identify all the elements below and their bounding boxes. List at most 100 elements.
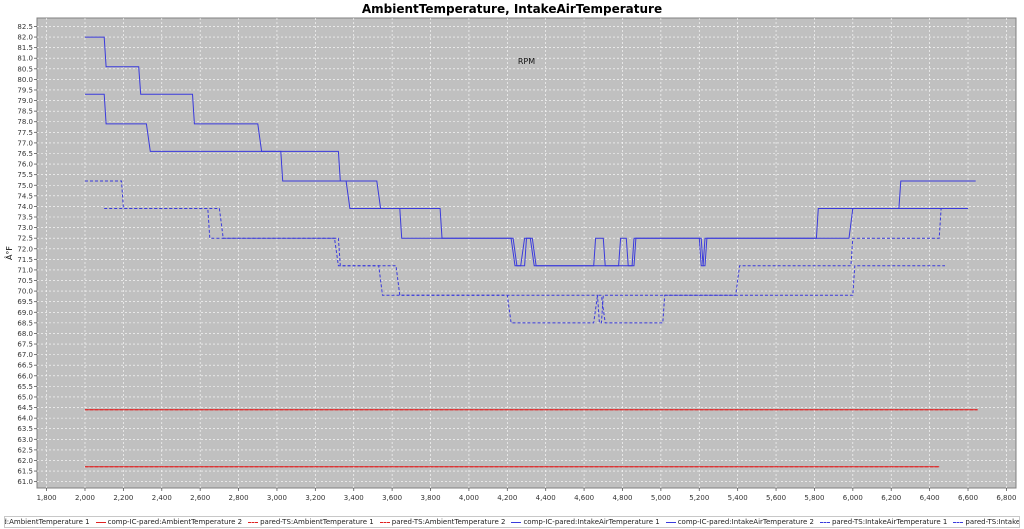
- y-tick-label: 72.5: [17, 235, 33, 243]
- legend-item: pared-TS:IntakeAirTemperature 2: [953, 518, 1019, 526]
- x-tick-label: 4,600: [574, 494, 594, 502]
- y-tick-label: 71.5: [17, 256, 33, 264]
- legend-swatch: [953, 521, 964, 523]
- legend-item: comp-IC-pared:IntakeAirTemperature 2: [665, 518, 814, 526]
- legend-label: pared-TS:AmbientTemperature 2: [391, 518, 506, 526]
- x-tick-label: 3,800: [420, 494, 440, 502]
- x-tick-label: 4,800: [612, 494, 632, 502]
- chart: 61.0 61.5 62.0 62.5 63.0 63.5 64.0 64.5 65.0 65.5…: [3, 17, 1017, 502]
- x-tick-label: 3,400: [344, 494, 364, 502]
- legend-label: comp-IC-pared:AmbientTemperature 2: [107, 518, 243, 526]
- legend-swatch: [819, 521, 830, 523]
- x-tick-label: 2,200: [113, 494, 133, 502]
- x-tick-label: 2,800: [229, 494, 249, 502]
- x-tick-label: 3,200: [305, 494, 325, 502]
- y-tick-label: 68.0: [17, 330, 33, 338]
- y-tick-label: 82.0: [17, 34, 33, 42]
- y-tick-label: 70.0: [17, 288, 33, 296]
- x-tick-label: 6,600: [958, 494, 978, 502]
- x-tick-label: 3,000: [267, 494, 287, 502]
- y-tick-label: 62.0: [17, 457, 33, 465]
- x-tick-label: 4,400: [536, 494, 556, 502]
- legend-item: comp-IC-pared:AmbientTemperature 2: [95, 518, 243, 526]
- x-tick-label: 6,200: [881, 494, 901, 502]
- legend-label: comp-IC-pared:AmbientTemperature 1: [4, 518, 90, 526]
- x-tick-label: 5,000: [651, 494, 671, 502]
- y-tick-label: 65.5: [17, 383, 33, 391]
- y-tick-label: 64.0: [17, 415, 33, 423]
- y-tick-label: 75.5: [17, 171, 33, 179]
- legend-label: pared-TS:AmbientTemperature 1: [260, 518, 374, 526]
- y-tick-label: 61.0: [17, 478, 33, 486]
- y-tick-label: 72.0: [17, 245, 33, 253]
- x-tick-label: 2,000: [75, 494, 95, 502]
- legend-swatch: [95, 521, 106, 523]
- x-tick-label: 4,000: [459, 494, 479, 502]
- x-tick-label: 2,400: [152, 494, 172, 502]
- legend-label: comp-IC-pared:IntakeAirTemperature 2: [677, 518, 814, 526]
- y-tick-label: 65.0: [17, 393, 33, 401]
- chart-title: AmbientTemperature, IntakeAirTemperature: [361, 2, 663, 16]
- y-tick-label: 82.5: [17, 23, 33, 31]
- legend-item: pared-TS:AmbientTemperature 2: [379, 518, 506, 526]
- y-tick-label: 69.0: [17, 309, 33, 317]
- legend-swatch: [511, 521, 522, 523]
- y-tick-label: 80.5: [17, 65, 33, 73]
- y-tick-label: 67.5: [17, 341, 33, 349]
- legend-swatch: [248, 521, 259, 523]
- x-tick-label: 3,600: [382, 494, 402, 502]
- y-tick-label: 62.5: [17, 446, 33, 454]
- y-tick-label: 77.5: [17, 129, 33, 137]
- legend: comp-IC-pared:AmbientTemperature 1 comp-…: [4, 516, 1020, 528]
- x-tick-label: 1,800: [37, 494, 57, 502]
- y-tick-label: 64.5: [17, 404, 33, 412]
- x-tick-label: 6,400: [920, 494, 940, 502]
- y-tick-label: 63.0: [17, 436, 33, 444]
- legend-swatch: [665, 521, 676, 523]
- y-tick-label: 80.0: [17, 76, 33, 84]
- legend-item: comp-IC-pared:IntakeAirTemperature 1: [511, 518, 660, 526]
- legend-item: pared-TS:AmbientTemperature 1: [248, 518, 374, 526]
- legend-item: comp-IC-pared:AmbientTemperature 1: [4, 518, 90, 526]
- legend-swatch: [379, 521, 390, 523]
- y-tick-label: 81.0: [17, 55, 33, 63]
- y-tick-label: 66.0: [17, 372, 33, 380]
- plot-area: [36, 17, 1017, 489]
- y-tick-label: 78.5: [17, 108, 33, 116]
- series-line: [104, 208, 945, 324]
- y-tick-label: 75.0: [17, 182, 33, 190]
- x-axis-label: RPM: [518, 57, 535, 66]
- y-tick-label: 78.0: [17, 118, 33, 126]
- legend-label: pared-TS:IntakeAirTemperature 1: [831, 518, 948, 526]
- x-tick-label: 5,600: [766, 494, 786, 502]
- y-tick-label: 79.5: [17, 86, 33, 94]
- y-tick-label: 81.5: [17, 44, 33, 52]
- x-tick-label: 5,400: [728, 494, 748, 502]
- y-tick-label: 66.5: [17, 362, 33, 370]
- y-tick-label: 70.5: [17, 277, 33, 285]
- series-line: [85, 93, 968, 267]
- y-tick-label: 74.0: [17, 203, 33, 211]
- y-tick-label: 76.5: [17, 150, 33, 158]
- y-tick-label: 71.0: [17, 266, 33, 274]
- x-tick-label: 2,600: [190, 494, 210, 502]
- y-tick-label: 61.5: [17, 468, 33, 476]
- y-axis-label: Â°F: [3, 246, 14, 260]
- x-tick-label: 6,800: [996, 494, 1016, 502]
- y-tick-label: 79.0: [17, 97, 33, 105]
- y-tick-label: 77.0: [17, 139, 33, 147]
- y-tick-label: 73.0: [17, 224, 33, 232]
- x-tick-label: 4,200: [497, 494, 517, 502]
- x-tick-label: 5,800: [804, 494, 824, 502]
- y-tick-label: 73.5: [17, 214, 33, 222]
- y-tick-label: 68.5: [17, 319, 33, 327]
- x-tick-label: 6,000: [843, 494, 863, 502]
- y-tick-label: 67.0: [17, 351, 33, 359]
- x-tick-label: 5,200: [689, 494, 709, 502]
- y-tick-label: 74.5: [17, 192, 33, 200]
- legend-label: comp-IC-pared:IntakeAirTemperature 1: [523, 518, 660, 526]
- legend-item: pared-TS:IntakeAirTemperature 1: [819, 518, 948, 526]
- series-line: [85, 36, 976, 267]
- y-tick-label: 76.0: [17, 161, 33, 169]
- y-tick-label: 69.5: [17, 298, 33, 306]
